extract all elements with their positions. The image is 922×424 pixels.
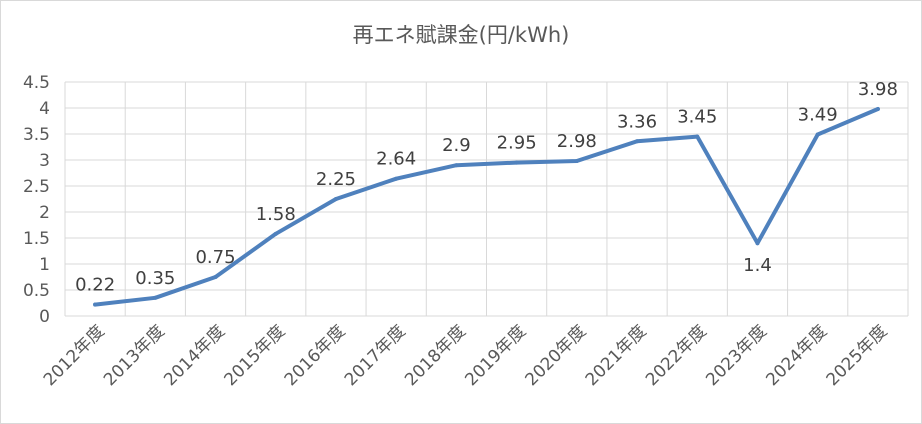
data-label: 0.35	[135, 268, 175, 289]
y-tick-label: 3.5	[23, 125, 50, 145]
data-label: 2.25	[316, 169, 356, 190]
data-point	[454, 163, 459, 168]
data-labels: 0.22 0.35 0.75 1.58 2.25 2.64 2.9 2.95 2.98 3.36 3…	[75, 79, 898, 296]
data-point	[153, 295, 158, 300]
data-point	[333, 197, 338, 201]
data-point	[695, 134, 700, 139]
data-point	[273, 231, 278, 236]
gridlines	[64, 81, 909, 317]
x-tick-label: 2013年度	[100, 321, 169, 390]
y-tick-label: 2	[39, 203, 50, 223]
data-point	[875, 107, 880, 112]
y-tick-label: 0	[39, 307, 50, 327]
data-label: 3.98	[858, 79, 898, 100]
series-line	[93, 107, 880, 307]
x-tick-label: 2018年度	[401, 321, 470, 390]
data-point	[574, 159, 579, 164]
data-point	[394, 176, 399, 181]
x-tick-label: 2023年度	[702, 321, 771, 390]
data-point	[815, 132, 820, 137]
data-label: 1.4	[743, 255, 772, 276]
data-label: 1.58	[256, 204, 296, 225]
x-tick-label: 2016年度	[281, 321, 350, 390]
data-label: 3.49	[798, 105, 838, 126]
x-axis: 2012年度2013年度2014年度2015年度2016年度2017年度2018…	[40, 321, 892, 390]
y-tick-label: 4	[39, 99, 50, 119]
data-label: 2.98	[557, 131, 597, 152]
data-label: 2.64	[376, 149, 416, 170]
x-tick-label: 2019年度	[461, 321, 530, 390]
data-point	[635, 139, 640, 144]
y-axis: 0 0.5 1 1.5 2 2.5 3 3.5 4 4.5	[23, 73, 50, 327]
data-point	[514, 160, 519, 165]
data-label: 2.95	[497, 133, 537, 154]
data-point	[755, 241, 760, 246]
data-point	[93, 302, 98, 307]
y-tick-label: 0.5	[23, 281, 50, 301]
data-label: 0.75	[195, 247, 235, 268]
y-tick-label: 1.5	[23, 229, 50, 249]
data-label: 0.22	[75, 275, 115, 296]
x-tick-label: 2014年度	[160, 321, 229, 390]
x-tick-label: 2021年度	[582, 321, 651, 390]
y-tick-label: 3	[39, 151, 50, 171]
y-tick-label: 2.5	[23, 177, 50, 197]
x-tick-label: 2017年度	[341, 321, 410, 390]
y-tick-label: 4.5	[23, 73, 50, 93]
x-tick-label: 2025年度	[823, 321, 892, 390]
x-tick-label: 2020年度	[522, 321, 591, 390]
y-tick-label: 1	[39, 255, 50, 275]
data-point	[213, 275, 218, 279]
data-label: 3.36	[617, 111, 657, 132]
x-tick-label: 2012年度	[40, 321, 109, 390]
data-label: 2.9	[442, 135, 471, 156]
data-label: 3.45	[677, 107, 717, 128]
x-tick-label: 2022年度	[642, 321, 711, 390]
x-tick-label: 2015年度	[221, 321, 290, 390]
chart-title: 再エネ賦課金(円/kWh)	[353, 23, 570, 47]
x-tick-label: 2024年度	[762, 321, 831, 390]
series-group	[93, 107, 880, 307]
